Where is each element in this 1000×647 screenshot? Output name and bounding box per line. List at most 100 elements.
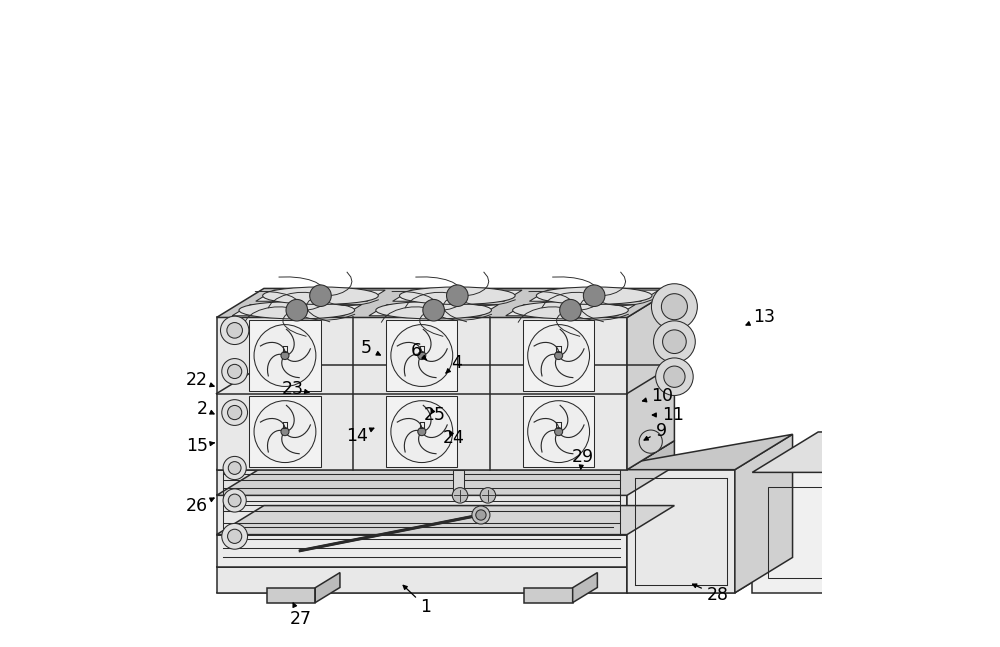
Polygon shape bbox=[506, 305, 635, 316]
Text: 13: 13 bbox=[746, 308, 775, 326]
Text: 24: 24 bbox=[443, 428, 465, 446]
Polygon shape bbox=[267, 573, 340, 587]
Polygon shape bbox=[315, 573, 340, 602]
Ellipse shape bbox=[376, 302, 491, 319]
Circle shape bbox=[222, 523, 248, 549]
Polygon shape bbox=[627, 455, 759, 567]
Circle shape bbox=[220, 316, 249, 344]
Text: 11: 11 bbox=[652, 406, 684, 424]
Polygon shape bbox=[627, 434, 793, 470]
Polygon shape bbox=[267, 587, 315, 602]
Text: 23: 23 bbox=[282, 380, 309, 398]
Circle shape bbox=[222, 400, 248, 426]
Bar bbox=[523, 396, 594, 467]
Polygon shape bbox=[217, 466, 674, 496]
Circle shape bbox=[656, 358, 693, 395]
Text: 6: 6 bbox=[411, 342, 427, 360]
Circle shape bbox=[310, 285, 331, 307]
Text: 27: 27 bbox=[289, 603, 311, 628]
Text: 9: 9 bbox=[644, 422, 667, 440]
Text: 29: 29 bbox=[571, 448, 594, 469]
Polygon shape bbox=[627, 505, 674, 567]
Circle shape bbox=[391, 325, 453, 386]
Text: 25: 25 bbox=[423, 406, 445, 424]
Circle shape bbox=[654, 321, 695, 362]
Polygon shape bbox=[752, 432, 982, 472]
Circle shape bbox=[555, 428, 563, 435]
Circle shape bbox=[661, 294, 687, 320]
Circle shape bbox=[447, 285, 468, 307]
Polygon shape bbox=[627, 441, 674, 496]
Circle shape bbox=[583, 285, 605, 307]
Text: 26: 26 bbox=[186, 498, 214, 516]
Ellipse shape bbox=[536, 287, 652, 304]
Text: 1: 1 bbox=[403, 586, 431, 616]
Polygon shape bbox=[916, 432, 982, 593]
Text: 10: 10 bbox=[643, 387, 673, 404]
Circle shape bbox=[555, 351, 563, 360]
Circle shape bbox=[651, 284, 697, 330]
Bar bbox=[249, 396, 321, 467]
Polygon shape bbox=[627, 289, 674, 470]
Bar bbox=[523, 320, 594, 391]
Polygon shape bbox=[627, 470, 735, 593]
Polygon shape bbox=[217, 505, 674, 534]
Circle shape bbox=[281, 351, 289, 360]
Circle shape bbox=[228, 364, 242, 378]
Polygon shape bbox=[627, 466, 674, 534]
Circle shape bbox=[663, 330, 686, 353]
Circle shape bbox=[281, 428, 289, 435]
Polygon shape bbox=[217, 441, 674, 470]
Ellipse shape bbox=[239, 302, 355, 319]
Polygon shape bbox=[735, 434, 793, 593]
Polygon shape bbox=[627, 558, 793, 593]
Polygon shape bbox=[217, 496, 627, 534]
Circle shape bbox=[418, 428, 426, 435]
Circle shape bbox=[528, 400, 590, 463]
Text: 4: 4 bbox=[446, 355, 462, 373]
Circle shape bbox=[254, 400, 316, 463]
Bar bbox=[386, 396, 457, 467]
Circle shape bbox=[228, 406, 242, 420]
Circle shape bbox=[286, 300, 308, 321]
Text: 22: 22 bbox=[186, 371, 214, 389]
Ellipse shape bbox=[399, 287, 515, 304]
Circle shape bbox=[480, 488, 496, 503]
Circle shape bbox=[560, 300, 581, 321]
Circle shape bbox=[418, 351, 426, 360]
Polygon shape bbox=[217, 470, 627, 496]
Polygon shape bbox=[217, 318, 627, 470]
Polygon shape bbox=[217, 564, 674, 593]
Circle shape bbox=[227, 323, 242, 338]
Bar bbox=[386, 320, 457, 391]
Circle shape bbox=[476, 510, 486, 520]
Polygon shape bbox=[524, 573, 597, 587]
Text: 14: 14 bbox=[346, 426, 374, 444]
Polygon shape bbox=[393, 290, 522, 302]
Text: 2: 2 bbox=[197, 400, 214, 417]
Polygon shape bbox=[217, 534, 627, 567]
Polygon shape bbox=[217, 538, 674, 567]
Circle shape bbox=[664, 366, 685, 388]
Polygon shape bbox=[752, 472, 916, 593]
Circle shape bbox=[223, 456, 246, 479]
Polygon shape bbox=[369, 305, 498, 316]
Polygon shape bbox=[217, 567, 627, 593]
Circle shape bbox=[228, 461, 241, 474]
Circle shape bbox=[254, 325, 316, 386]
Polygon shape bbox=[627, 538, 674, 593]
Ellipse shape bbox=[513, 302, 628, 319]
Bar bbox=[249, 320, 321, 391]
Polygon shape bbox=[573, 573, 597, 602]
Ellipse shape bbox=[263, 287, 378, 304]
Circle shape bbox=[222, 358, 248, 384]
Circle shape bbox=[528, 325, 590, 386]
Circle shape bbox=[228, 529, 242, 543]
Polygon shape bbox=[529, 290, 659, 302]
Polygon shape bbox=[217, 289, 674, 318]
Polygon shape bbox=[256, 290, 385, 302]
Circle shape bbox=[228, 494, 241, 507]
Circle shape bbox=[223, 489, 246, 512]
Text: 5: 5 bbox=[361, 339, 380, 357]
Polygon shape bbox=[453, 470, 464, 496]
